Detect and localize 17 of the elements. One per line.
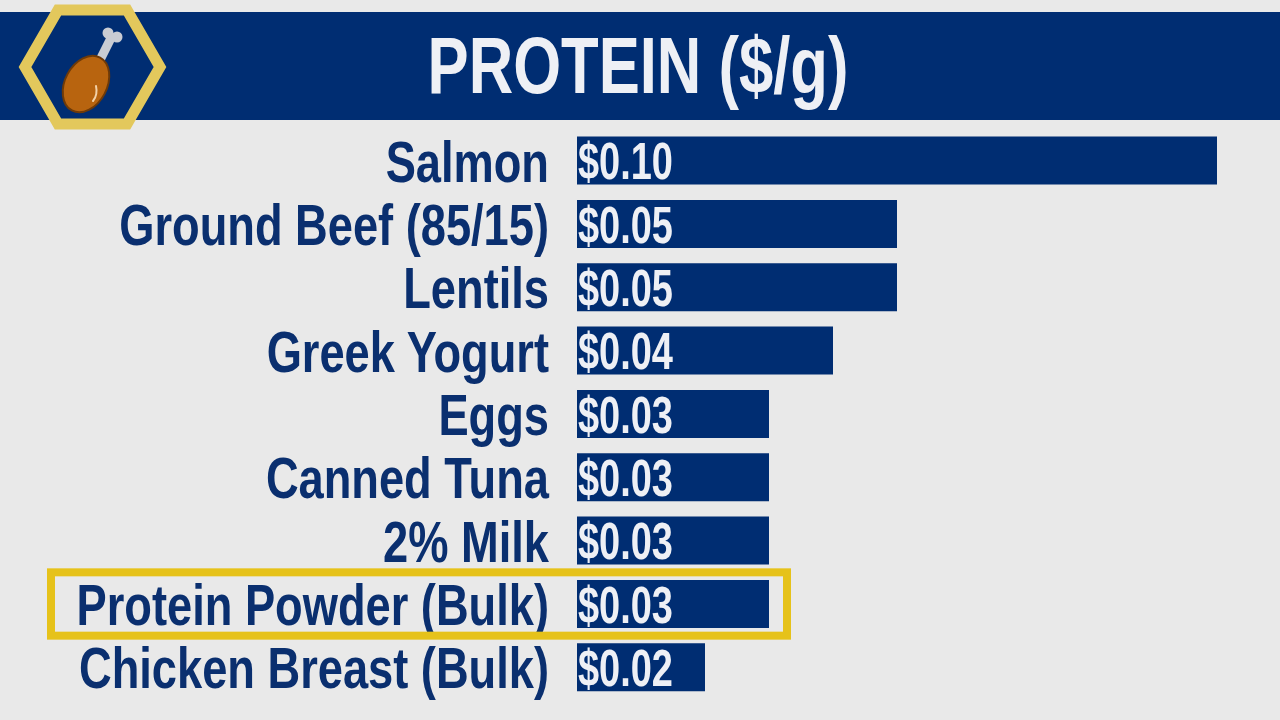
- data-label: $0.10: [578, 132, 673, 191]
- y-tick-label: Chicken Breast (Bulk): [78, 635, 549, 701]
- bar: [577, 136, 1217, 185]
- chart-title: PROTEIN ($/g): [427, 20, 849, 110]
- y-tick-label: Greek Yogurt: [266, 319, 549, 384]
- data-label: $0.03: [578, 385, 673, 445]
- y-tick-label: Salmon: [385, 129, 549, 194]
- y-tick-label: 2% Milk: [383, 509, 550, 574]
- y-tick-label: Ground Beef (85/15): [119, 192, 549, 258]
- data-label: $0.03: [578, 449, 673, 508]
- data-label: $0.02: [578, 639, 673, 698]
- data-label: $0.03: [578, 512, 673, 571]
- data-label: $0.05: [578, 195, 673, 255]
- data-label: $0.03: [578, 575, 673, 635]
- data-label: $0.05: [578, 259, 673, 318]
- y-tick-label: Protein Powder (Bulk): [76, 572, 549, 638]
- data-label: $0.04: [578, 322, 674, 381]
